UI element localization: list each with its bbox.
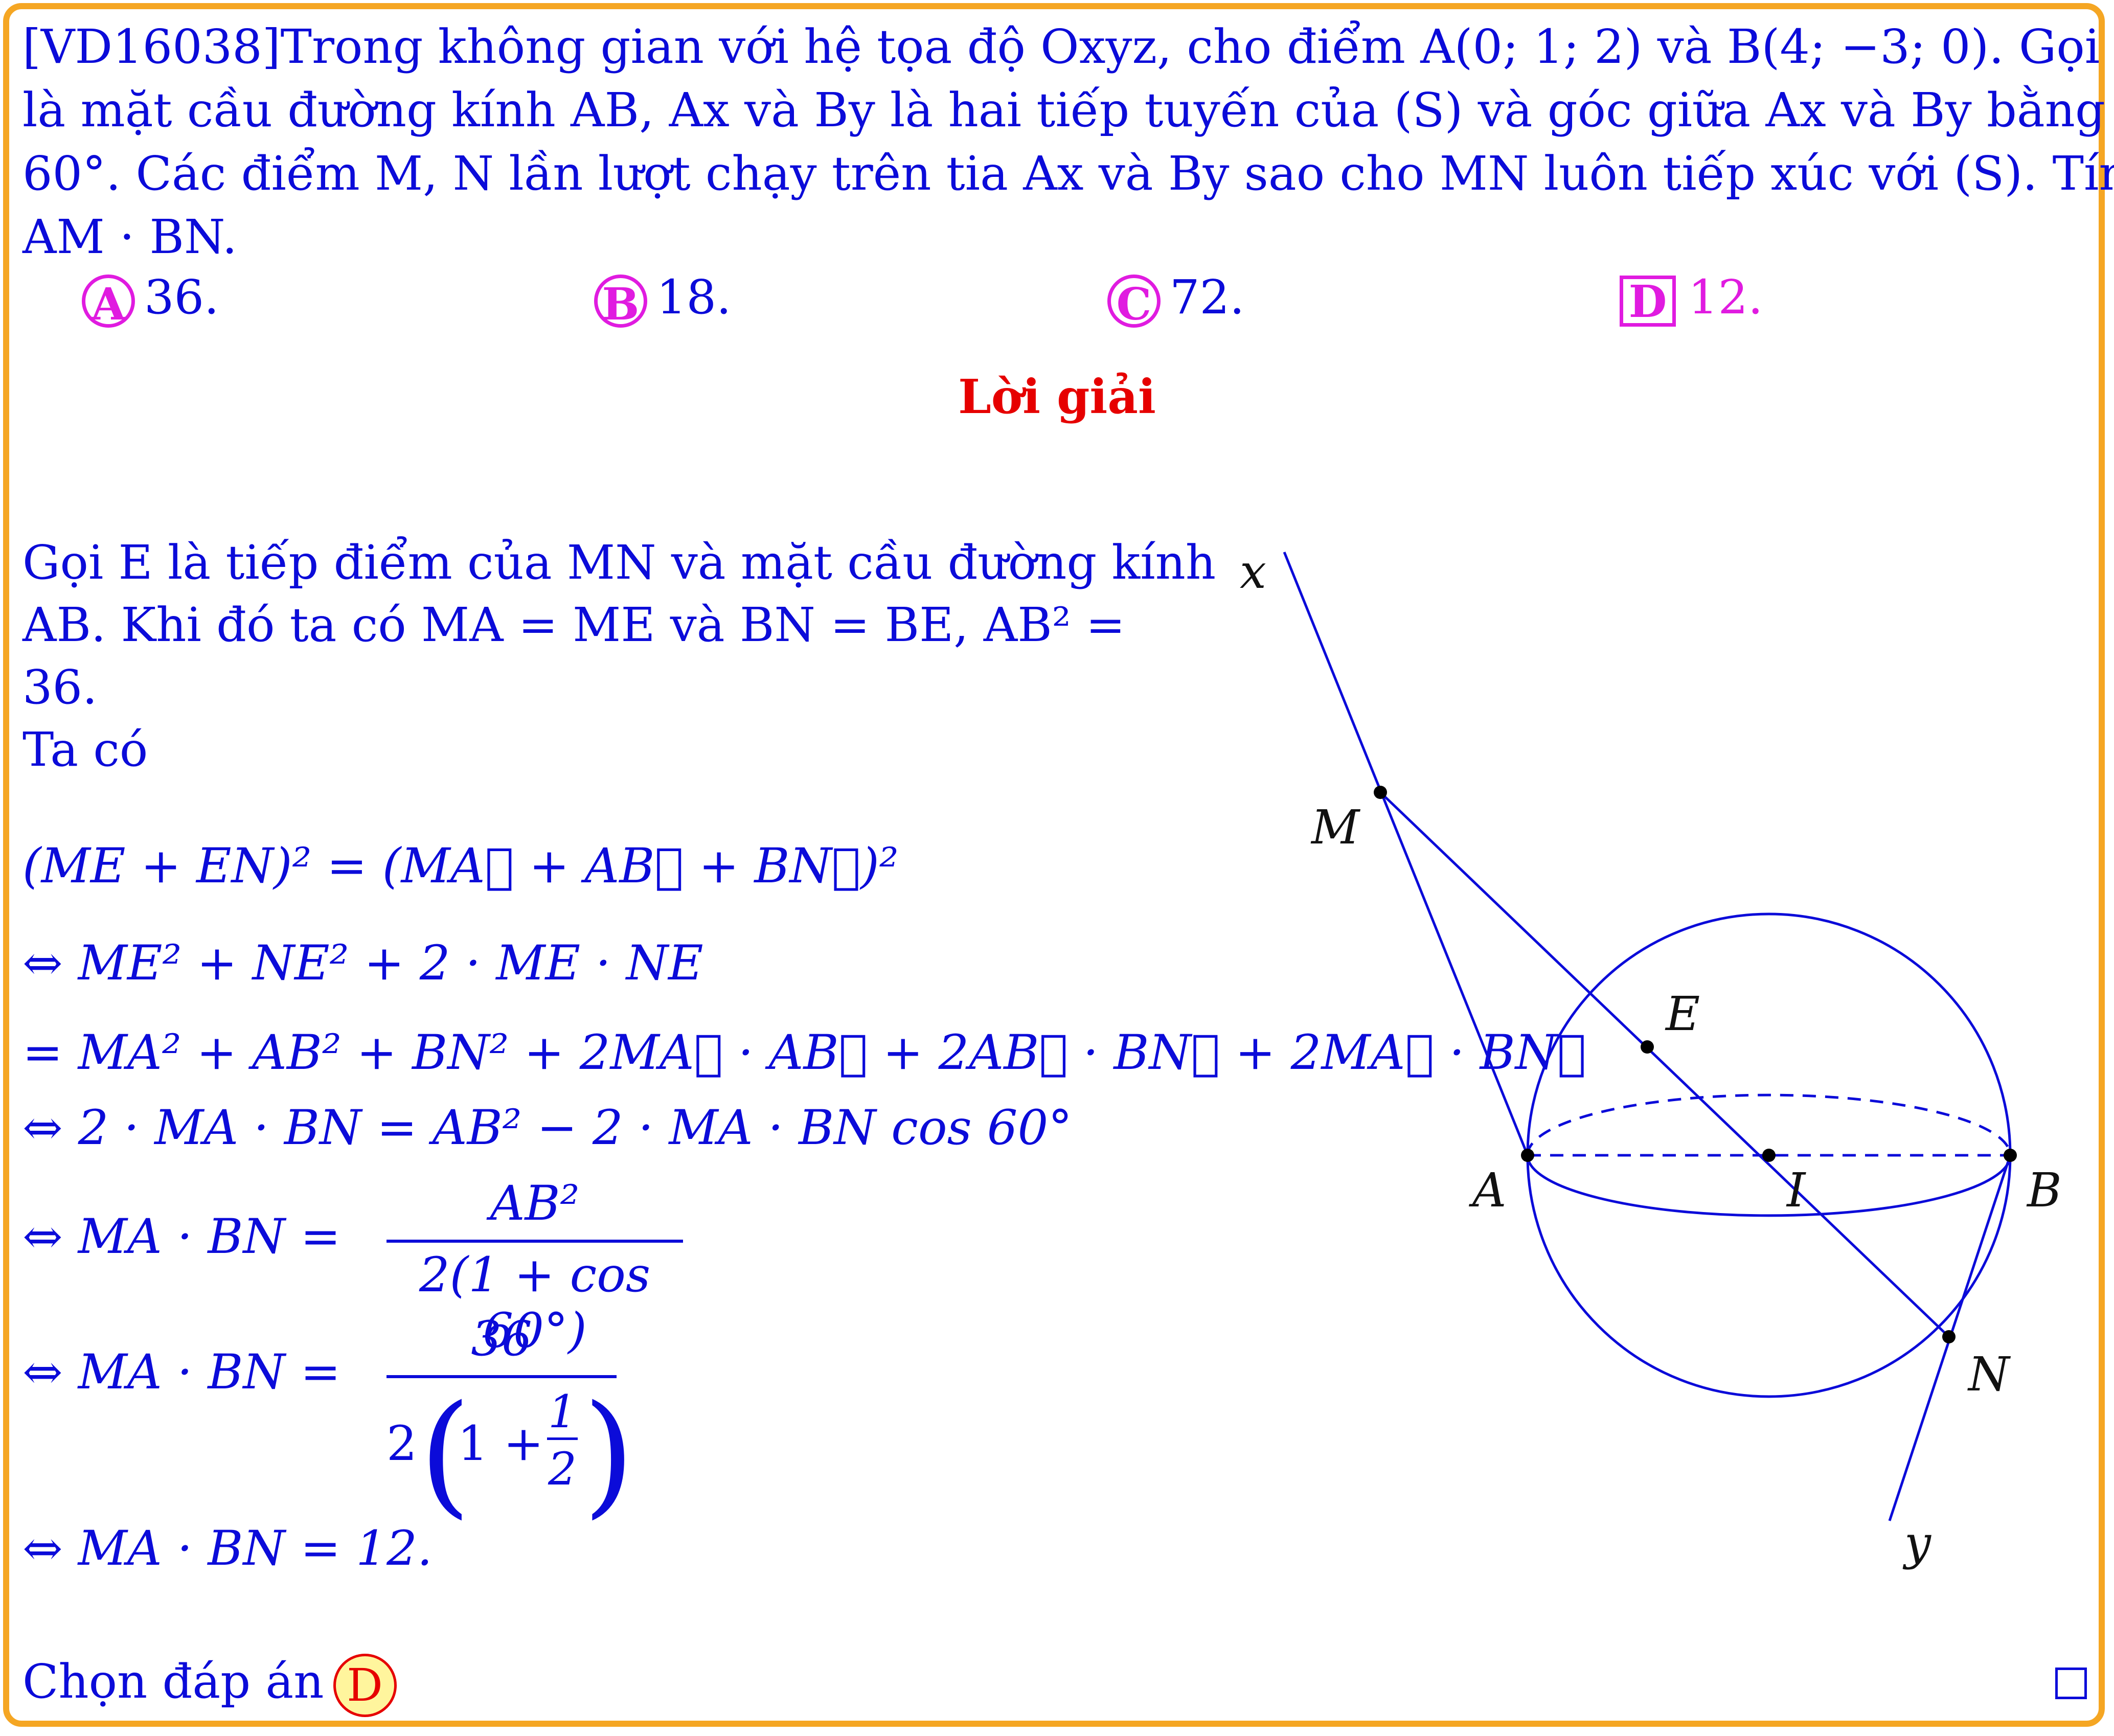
equation-6-den-coef: 2 [387,1416,417,1472]
answer-conclusion: Chọn đáp án D [22,1654,397,1717]
label-b: B [2026,1163,2062,1218]
label-y: y [1902,1516,1931,1570]
equation-5-denominator: 2(1 + cos 60°) [419,1247,651,1359]
point-n [1942,1330,1956,1343]
choice-value: 18. [656,270,732,325]
problem-line: [VD16038]Trong không gian với hệ tọa độ … [22,19,2114,74]
solution-line: Ta có [22,722,148,777]
answer-badge: D [333,1654,397,1717]
choice-b[interactable]: B 18. [594,266,732,330]
half-numerator: 1 [548,1385,577,1438]
solution-line: 36. [22,660,98,715]
label-e: E [1665,987,1700,1041]
ray-ax [1283,552,1529,1156]
label-m: M [1310,800,1361,855]
qed-square-icon [2055,1668,2087,1699]
choice-letter: D [1620,276,1676,327]
equation-3: = MA² + AB² + BN² + 2MA⃗ · AB⃗ + 2AB⃗ · … [22,1025,1586,1081]
point-b [2004,1149,2017,1162]
segment-mn [1379,791,1950,1338]
choice-value: 36. [144,270,219,325]
point-i [1762,1149,1776,1162]
equation-2: ⇔ ME² + NE² + 2 · ME · NE [22,935,703,991]
equator-back [1526,1093,2012,1156]
equation-5-lhs: ⇔ MA · BN = [22,1209,341,1265]
fraction-bar [387,1240,683,1243]
problem-line: AM · BN. [22,210,237,264]
equation-6-lhs: ⇔ MA · BN = [22,1344,341,1400]
equation-4: ⇔ 2 · MA · BN = AB² − 2 · MA · BN cos 60… [22,1100,1073,1156]
problem-statement: [VD16038]Trong không gian với hệ tọa độ … [22,15,2114,269]
choice-a[interactable]: A 36. [82,266,219,330]
choice-value: 72. [1170,270,1245,325]
problem-line: 60°. Các điểm M, N lần lượt chạy trên ti… [22,146,2114,201]
choice-letter: B [594,275,647,330]
equation-5-numerator: AB² [490,1176,580,1231]
label-a: A [1468,1163,1506,1218]
problem-frame [3,3,2105,1727]
point-e [1641,1040,1654,1054]
label-n: N [1967,1347,2011,1402]
choice-d-correct[interactable]: D 12. [1620,266,1763,329]
equation-6-numerator: 36 [471,1311,532,1367]
solution-intro: Gọi E là tiếp điểm của MN và mặt cầu đườ… [22,532,1216,781]
label-i: I [1786,1163,1806,1218]
equation-6-den-sum: 1 + [458,1416,544,1472]
choice-letter: A [82,275,135,330]
choice-letter: C [1107,275,1161,330]
right-paren: ) [583,1377,635,1532]
solution-title: Lời giải [958,369,1156,424]
solution-line: Gọi E là tiếp điểm của MN và mặt cầu đườ… [22,535,1216,590]
point-a [1521,1149,1534,1162]
equation-1: (ME + EN)² = (MA⃗ + AB⃗ + BN⃗)² [22,838,899,894]
half-denominator: 2 [548,1443,577,1495]
point-m [1374,786,1387,799]
choice-value: 12. [1688,270,1763,325]
problem-line: là mặt cầu đường kính AB, Ax và By là ha… [22,83,2105,138]
left-paren: ( [419,1377,471,1532]
solution-line: AB. Khi đó ta có MA = ME và BN = BE, AB²… [22,598,1126,652]
choice-c[interactable]: C 72. [1107,266,1245,330]
fraction-bar [547,1437,578,1440]
equation-7: ⇔ MA · BN = 12. [22,1521,433,1577]
equator-front [1526,1155,2012,1217]
chon-label: Chọn đáp án [22,1654,324,1709]
fraction-bar [387,1375,617,1378]
label-x: x [1240,544,1266,599]
